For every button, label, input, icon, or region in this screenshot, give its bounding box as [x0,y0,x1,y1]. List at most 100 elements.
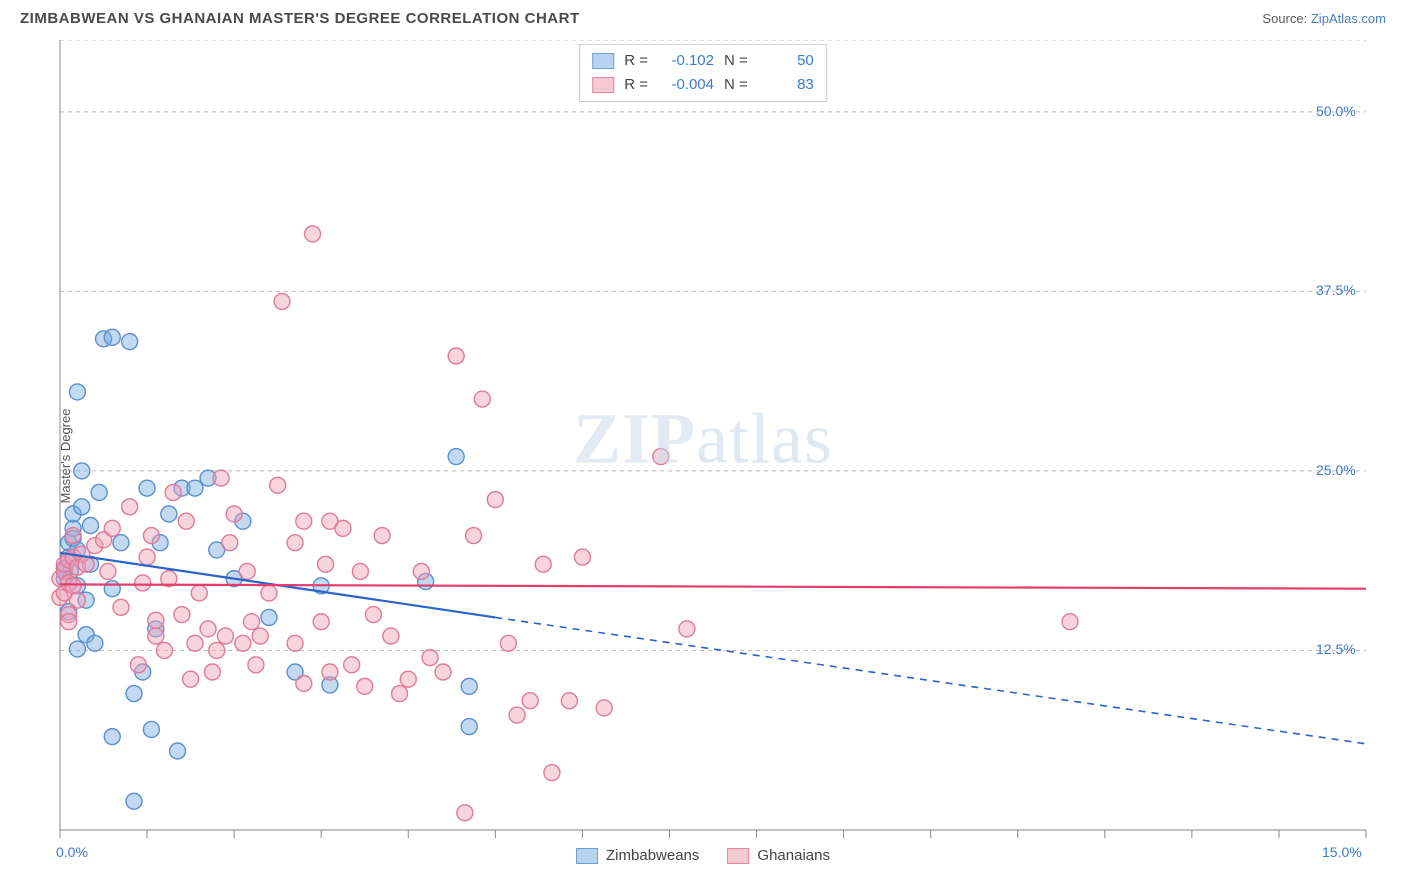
data-point [287,535,303,551]
data-point [183,671,199,687]
data-point [270,477,286,493]
legend-n-label: N = [724,73,748,97]
data-point [213,470,229,486]
axis-tick-label: 25.0% [1316,462,1356,478]
data-point [100,563,116,579]
data-point [187,635,203,651]
data-point [209,642,225,658]
data-point [143,528,159,544]
data-point [113,535,129,551]
data-point [200,621,216,637]
data-point [457,805,473,821]
data-point [104,329,120,345]
data-point [487,492,503,508]
data-point [178,513,194,529]
data-point [244,614,260,630]
data-point [374,528,390,544]
data-point [65,528,81,544]
trend-line [60,584,1366,588]
data-point [239,563,255,579]
data-point [400,671,416,687]
source-link[interactable]: ZipAtlas.com [1311,11,1386,26]
data-point [226,506,242,522]
legend-swatch [592,77,614,93]
data-point [383,628,399,644]
data-point [113,599,129,615]
legend-n-value: 50 [758,49,814,73]
data-point [143,721,159,737]
data-point [679,621,695,637]
data-point [322,664,338,680]
data-point [352,563,368,579]
data-point [74,499,90,515]
y-axis-label: Master's Degree [58,409,73,504]
trend-line-extrapolated [495,617,1366,743]
data-point [69,384,85,400]
axis-tick-label: 50.0% [1316,103,1356,119]
data-point [82,517,98,533]
data-point [392,686,408,702]
legend-swatch [727,848,749,864]
legend-swatch [576,848,598,864]
data-point [235,635,251,651]
legend-swatch [592,53,614,69]
data-point [139,480,155,496]
data-point [574,549,590,565]
legend-series: Zimbabweans Ghanaians [576,847,830,864]
data-point [261,585,277,601]
legend-label: Zimbabweans [606,847,699,864]
data-point [344,657,360,673]
legend-r-value: -0.102 [658,49,714,73]
data-point [448,348,464,364]
data-point [304,226,320,242]
data-point [156,642,172,658]
legend-n-value: 83 [758,73,814,97]
data-point [91,484,107,500]
data-point [148,612,164,628]
data-point [561,693,577,709]
data-point [69,592,85,608]
data-point [335,520,351,536]
legend-label: Ghanaians [757,847,830,864]
data-point [87,635,103,651]
data-point [461,719,477,735]
chart-title: ZIMBABWEAN VS GHANAIAN MASTER'S DEGREE C… [20,10,580,27]
data-point [596,700,612,716]
data-point [296,675,312,691]
data-point [261,609,277,625]
axis-tick-label: 0.0% [56,844,88,860]
data-point [544,765,560,781]
data-point [296,513,312,529]
legend-r-label: R = [624,73,648,97]
data-point [170,743,186,759]
data-point [248,657,264,673]
data-point [217,628,233,644]
data-point [74,463,90,479]
data-point [287,635,303,651]
data-point [204,664,220,680]
data-point [461,678,477,694]
data-point [500,635,516,651]
data-point [448,449,464,465]
data-point [435,664,451,680]
data-point [413,563,429,579]
data-point [466,528,482,544]
data-point [274,293,290,309]
data-point [148,628,164,644]
data-point [122,499,138,515]
data-point [126,686,142,702]
data-point [65,578,81,594]
data-point [161,506,177,522]
axis-tick-label: 15.0% [1322,844,1362,860]
data-point [535,556,551,572]
data-point [191,585,207,601]
data-point [252,628,268,644]
axis-tick-label: 12.5% [1316,641,1356,657]
data-point [509,707,525,723]
data-point [104,520,120,536]
source-credit: Source: ZipAtlas.com [1262,11,1386,26]
data-point [69,641,85,657]
data-point [174,607,190,623]
chart-area: Master's Degree ZIPatlas R = -0.102 N = … [20,40,1386,872]
data-point [104,581,120,597]
